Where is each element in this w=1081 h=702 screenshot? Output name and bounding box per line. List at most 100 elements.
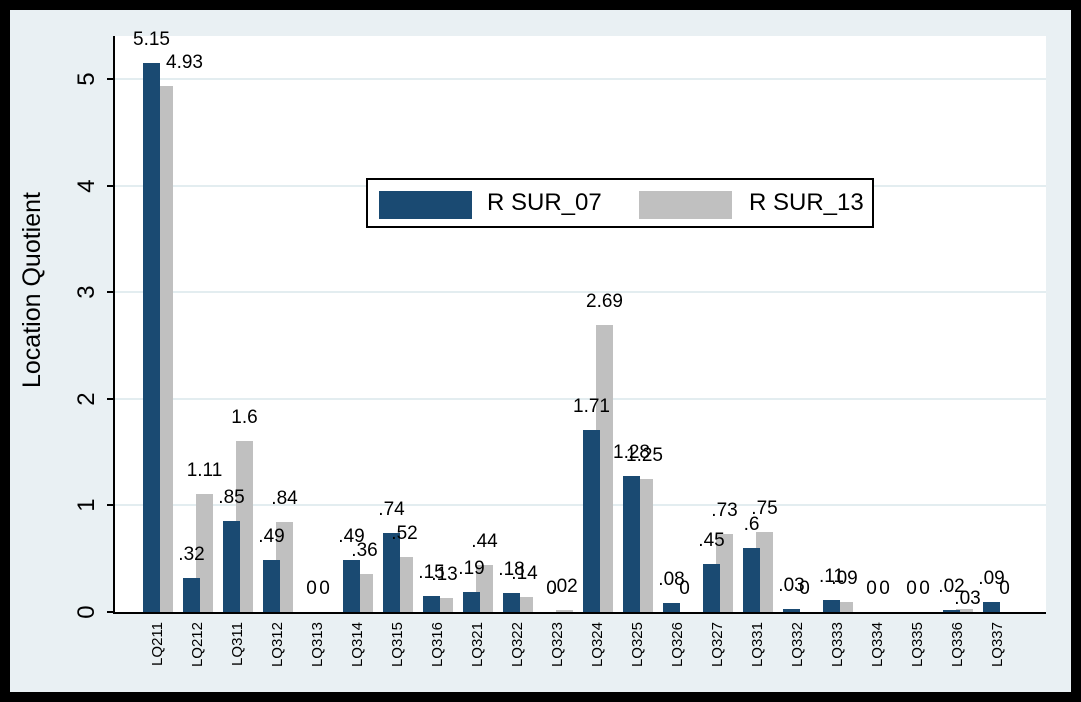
bar-label-RSUR_13-LQ316: .13	[431, 564, 458, 585]
bar-RSUR_07-LQ211	[143, 63, 160, 612]
gridline-y3	[115, 291, 1046, 294]
bar-label-RSUR_07-LQ335: 0	[906, 578, 917, 599]
bar-RSUR_07-LQ337	[983, 602, 1000, 612]
bar-RSUR_13-LQ322	[516, 597, 533, 612]
bar-RSUR_13-LQ315	[396, 557, 413, 612]
y-tick-3	[107, 291, 115, 294]
bar-label-RSUR_13-LQ315: .52	[391, 523, 418, 544]
bar-RSUR_13-LQ323	[556, 610, 573, 612]
bar-RSUR_07-LQ324	[583, 430, 600, 612]
bar-label-RSUR_13-LQ211: 4.93	[166, 52, 203, 73]
x-tick-label-LQ331: LQ331	[749, 622, 766, 668]
bar-label-RSUR_07-LQ211: 5.15	[133, 29, 170, 50]
bar-label-RSUR_07-LQ315: .74	[378, 499, 405, 520]
bar-label-RSUR_13-LQ326: 0	[679, 578, 690, 599]
bar-label-RSUR_13-LQ334: 0	[879, 578, 890, 599]
bar-RSUR_13-LQ327	[716, 534, 733, 612]
bar-RSUR_13-LQ333	[836, 602, 853, 612]
bar-label-RSUR_07-LQ316: .15	[418, 562, 445, 583]
x-tick-label-LQ322: LQ322	[509, 622, 526, 668]
y-tick-label-0: 0	[73, 605, 100, 619]
x-tick-label-LQ311: LQ311	[229, 622, 246, 666]
bar-RSUR_13-LQ331	[756, 532, 773, 612]
bar-RSUR_07-LQ331	[743, 548, 760, 612]
x-tick-label-LQ336: LQ336	[949, 622, 966, 668]
x-tick-label-LQ325: LQ325	[629, 622, 646, 668]
y-axis-title: Location Quotient	[18, 192, 46, 388]
legend-swatch-series2	[639, 191, 732, 219]
bar-RSUR_13-LQ321	[476, 565, 493, 612]
bar-RSUR_07-LQ322	[503, 593, 520, 612]
bar-RSUR_13-LQ211	[156, 86, 173, 612]
y-tick-label-4: 4	[73, 178, 100, 193]
legend-label-series2: R SUR_13	[749, 189, 864, 216]
x-tick-label-LQ324: LQ324	[589, 622, 606, 668]
bar-label-RSUR_07-LQ327: .45	[698, 530, 725, 551]
legend-label-series1: R SUR_07	[487, 189, 602, 216]
bar-label-RSUR_13-LQ311: 1.6	[231, 407, 258, 428]
bar-label-RSUR_13-LQ321: .44	[471, 531, 498, 552]
bar-label-RSUR_13-LQ335: 0	[919, 578, 930, 599]
bar-RSUR_07-LQ336	[943, 610, 960, 612]
x-tick-label-LQ313: LQ313	[309, 622, 326, 668]
bar-RSUR_13-LQ312	[276, 522, 293, 612]
x-tick-label-LQ314: LQ314	[349, 622, 366, 668]
y-tick-label-2: 2	[73, 392, 100, 406]
x-tick-label-LQ326: LQ326	[669, 622, 686, 668]
x-tick-label-LQ335: LQ335	[909, 622, 926, 668]
bar-RSUR_07-LQ326	[663, 603, 680, 612]
gridline-y1	[115, 504, 1046, 507]
bar-label-RSUR_07-LQ337: .09	[978, 568, 1005, 589]
bar-label-RSUR_13-LQ332: 0	[799, 578, 810, 599]
bar-label-RSUR_07-LQ325: 1.28	[613, 442, 650, 463]
x-tick-label-LQ211: LQ211	[149, 622, 166, 666]
bar-label-RSUR_13-LQ327: .73	[711, 500, 738, 521]
bar-label-RSUR_13-LQ314: .36	[351, 540, 378, 561]
x-tick-label-LQ327: LQ327	[709, 622, 726, 668]
bar-RSUR_13-LQ311	[236, 441, 253, 612]
bar-label-RSUR_13-LQ212: 1.11	[186, 460, 223, 481]
y-tick-label-5: 5	[73, 72, 100, 86]
y-tick-2	[107, 397, 115, 400]
bar-label-RSUR_13-LQ337: 0	[999, 578, 1010, 599]
bar-label-RSUR_07-LQ334: 0	[866, 578, 877, 599]
bar-RSUR_13-LQ324	[596, 325, 613, 612]
y-tick-label-3: 3	[73, 285, 100, 299]
bar-label-RSUR_07-LQ324: 1.71	[573, 396, 610, 417]
x-tick-label-LQ212: LQ212	[189, 622, 206, 668]
bar-RSUR_07-LQ321	[463, 592, 480, 612]
bar-label-RSUR_07-LQ323: 0	[546, 578, 557, 599]
bar-RSUR_13-LQ316	[436, 598, 453, 612]
bar-label-RSUR_13-LQ333: .09	[831, 568, 858, 589]
y-tick-4	[107, 184, 115, 187]
x-tick-label-LQ334: LQ334	[869, 622, 886, 668]
bar-label-RSUR_07-LQ321: .19	[458, 558, 485, 579]
bar-RSUR_07-LQ327	[703, 564, 720, 612]
bar-label-RSUR_07-LQ326: .08	[658, 569, 685, 590]
bar-RSUR_13-LQ325	[636, 479, 653, 612]
y-tick-1	[107, 504, 115, 507]
x-tick-label-LQ315: LQ315	[389, 622, 406, 668]
bar-RSUR_07-LQ312	[263, 560, 280, 612]
bar-label-RSUR_13-LQ336: .03	[954, 588, 981, 609]
gridline-y2	[115, 397, 1046, 400]
bar-RSUR_07-LQ311	[223, 521, 240, 612]
bar-label-RSUR_07-LQ313: 0	[306, 578, 317, 599]
bar-label-RSUR_07-LQ311: .85	[218, 487, 245, 508]
bar-RSUR_07-LQ314	[343, 560, 360, 612]
bar-label-RSUR_07-LQ314: .49	[338, 526, 365, 547]
legend: R SUR_07 R SUR_13	[366, 178, 874, 228]
x-tick-label-LQ323: LQ323	[549, 622, 566, 668]
bar-label-RSUR_13-LQ331: .75	[751, 498, 778, 519]
bar-label-RSUR_07-LQ331: .6	[743, 514, 760, 535]
x-tick-label-LQ333: LQ333	[829, 622, 846, 668]
x-tick-label-LQ312: LQ312	[269, 622, 286, 668]
bar-RSUR_13-LQ314	[356, 574, 373, 612]
y-tick-5	[107, 78, 115, 80]
gridline-y5	[115, 78, 1046, 80]
bar-label-RSUR_13-LQ325: 1.25	[626, 445, 663, 466]
legend-swatch-series1	[379, 191, 472, 219]
bar-label-RSUR_07-LQ322: .18	[498, 559, 525, 580]
y-tick-0	[107, 611, 115, 613]
